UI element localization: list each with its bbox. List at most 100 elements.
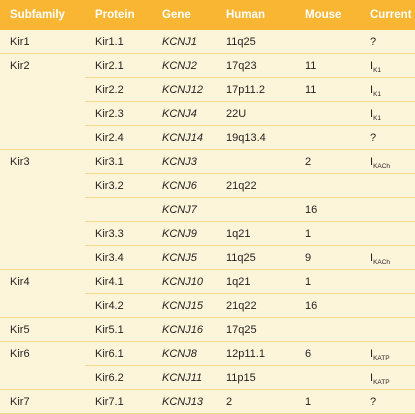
human-locus-cell: 17q23 — [216, 53, 295, 78]
mouse-chromosome-cell — [295, 125, 360, 150]
header-subfamily: Subfamily — [0, 0, 85, 30]
current-cell — [360, 197, 415, 222]
gene-cell: KCNJ8 — [152, 341, 216, 366]
mouse-chromosome-cell — [295, 101, 360, 126]
table-row: Kir3 Kir3.1 KCNJ3 2 IKACh — [0, 149, 415, 174]
protein-cell: Kir2.3 — [85, 101, 152, 126]
human-locus-text: 11p15 — [226, 371, 256, 384]
gene-cell: KCNJ2 — [152, 53, 216, 78]
human-locus-text: 21q22 — [226, 179, 257, 192]
human-locus-text: 17q23 — [226, 59, 257, 72]
human-locus-cell: 11q25 — [216, 245, 295, 270]
mouse-chromosome-cell: 11 — [295, 77, 360, 102]
table-header: Subfamily Protein Gene Human Mouse Curre… — [0, 0, 415, 30]
subfamily-cell — [0, 198, 85, 222]
current-cell: IKATP — [360, 341, 415, 366]
subfamily-cell — [0, 78, 85, 102]
subfamily-text: Kir7 — [10, 395, 30, 408]
gene-cell: KCNJ10 — [152, 269, 216, 294]
human-locus-text: 17p11.2 — [226, 83, 265, 96]
mouse-chromosome-cell — [295, 365, 360, 390]
gene-text: KCNJ11 — [162, 371, 203, 384]
gene-cell: KCNJ3 — [152, 149, 216, 174]
human-locus-text: 22U — [226, 107, 247, 120]
gene-cell: KCNJ1 — [152, 30, 216, 54]
current-cell — [360, 293, 415, 318]
mouse-chromosome-cell: 1 — [295, 389, 360, 414]
current-symbol: ? — [370, 395, 377, 408]
current-symbol: I — [370, 371, 374, 384]
subfamily-text: Kir1 — [10, 35, 30, 48]
protein-text: Kir6.2 — [95, 371, 124, 384]
human-locus-text: 2 — [226, 395, 233, 408]
gene-text: KCNJ1 — [162, 35, 197, 48]
mouse-chromosome-cell: 16 — [295, 293, 360, 318]
header-row: Subfamily Protein Gene Human Mouse Curre… — [0, 0, 415, 30]
human-locus-cell: 17p11.2 — [216, 77, 295, 102]
mouse-chromosome-cell — [295, 173, 360, 198]
protein-text: Kir2.4 — [95, 131, 124, 144]
table-row: Kir3.2 KCNJ6 21q22 — [0, 173, 415, 198]
table-row: Kir7 Kir7.1 KCNJ13 2 1? — [0, 389, 415, 414]
current-symbol: I — [370, 251, 374, 264]
gene-text: KCNJ10 — [162, 275, 203, 288]
table-row: Kir6 Kir6.1 KCNJ8 12p11.1 6 IKATP — [0, 341, 415, 366]
current-cell: ? — [360, 389, 415, 414]
protein-cell: Kir4.2 — [85, 293, 152, 318]
gene-cell: KCNJ7 — [152, 197, 216, 222]
mouse-chromosome-text: 6 — [305, 347, 312, 360]
gene-text: KCNJ5 — [162, 251, 197, 264]
human-locus-cell: 1q21 — [216, 221, 295, 246]
mouse-chromosome-text: 11 — [305, 59, 317, 72]
table-row: Kir3.3 KCNJ9 1q21 1 — [0, 221, 415, 246]
table-body: Kir1 Kir1.1 KCNJ1 11q25? Kir2 Kir2.1 KCNJ2 17q2… — [0, 30, 415, 414]
mouse-chromosome-cell: 1 — [295, 269, 360, 294]
header-current: Current — [360, 0, 415, 30]
protein-text: Kir7.1 — [95, 395, 124, 408]
gene-text: KCNJ15 — [162, 299, 203, 312]
gene-text: KCNJ4 — [162, 107, 197, 120]
gene-text: KCNJ2 — [162, 59, 197, 72]
protein-cell: Kir1.1 — [85, 30, 152, 54]
current-subscript: KATP — [373, 378, 390, 386]
table-row: Kir3.4 KCNJ5 11q25 9 IKACh — [0, 245, 415, 270]
subfamily-cell: Kir4 — [0, 270, 85, 294]
mouse-chromosome-cell — [295, 30, 360, 54]
human-locus-text: 19q13.4 — [226, 131, 266, 144]
mouse-chromosome-text: 9 — [305, 251, 312, 264]
mouse-chromosome-cell: 2 — [295, 149, 360, 174]
mouse-chromosome-cell: 1 — [295, 221, 360, 246]
subfamily-text: Kir5 — [10, 323, 30, 336]
subfamily-cell: Kir5 — [0, 317, 85, 342]
human-locus-text: 12p11.1 — [226, 347, 265, 360]
mouse-chromosome-cell: 6 — [295, 341, 360, 366]
table-row: Kir2.4 KCNJ14 19q13.4? — [0, 125, 415, 150]
human-locus-cell: 21q22 — [216, 173, 295, 198]
protein-cell: Kir5.1 — [85, 317, 152, 342]
header-protein: Protein — [85, 0, 152, 30]
subfamily-cell: Kir1 — [0, 30, 85, 54]
current-cell: IK1 — [360, 53, 415, 78]
current-cell: IKACh — [360, 245, 415, 270]
protein-text: Kir3.3 — [95, 227, 124, 240]
protein-text: Kir5.1 — [95, 323, 124, 336]
mouse-chromosome-cell: 11 — [295, 53, 360, 78]
protein-text: Kir3.1 — [95, 155, 124, 168]
table-row: Kir2.2 KCNJ12 17p11.2 11 IK1 — [0, 77, 415, 102]
mouse-chromosome-cell: 16 — [295, 197, 360, 222]
subfamily-cell: Kir3 — [0, 150, 85, 174]
subfamily-text: Kir2 — [10, 59, 30, 72]
human-locus-text: 11q25 — [226, 251, 256, 264]
current-symbol: I — [370, 155, 374, 168]
human-locus-cell: 11q25 — [216, 30, 295, 54]
protein-cell: Kir3.2 — [85, 173, 152, 198]
gene-text: KCNJ7 — [162, 203, 197, 216]
gene-text: KCNJ3 — [162, 155, 197, 168]
protein-cell: Kir2.4 — [85, 125, 152, 150]
protein-cell: Kir3.3 — [85, 221, 152, 246]
current-symbol: I — [370, 83, 374, 96]
gene-cell: KCNJ11 — [152, 365, 216, 390]
protein-text: Kir1.1 — [95, 35, 124, 48]
